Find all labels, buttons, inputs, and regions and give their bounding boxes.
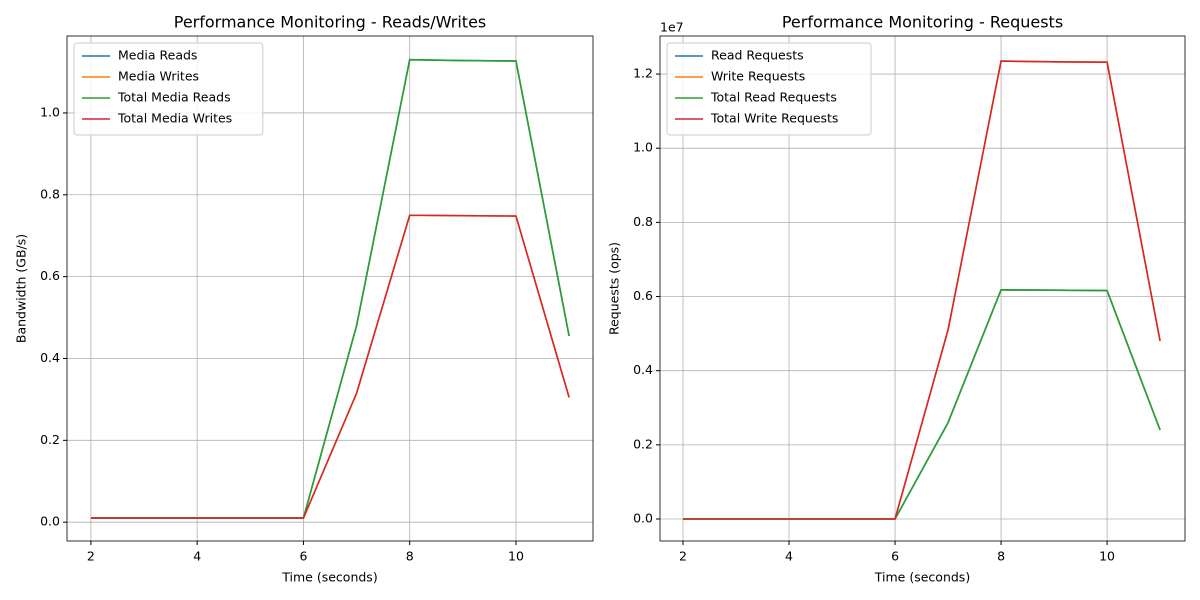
offset-label: 1e7: [660, 20, 684, 35]
series-line: [90, 214, 570, 519]
y-tick-label: 0.6: [633, 288, 653, 303]
x-tick-label: 6: [299, 549, 307, 564]
y-tick-label: 0.2: [633, 436, 653, 451]
x-tick-label: 6: [891, 549, 899, 564]
x-axis-label: Time (seconds): [874, 570, 970, 585]
chart-title: Performance Monitoring - Requests: [782, 13, 1063, 32]
chart: 2 4 6 8 10 0.0 0.2 0.4 0.6 0.8 1.0 1.2 Performance M…: [607, 13, 1186, 585]
legend-label: Media Reads: [118, 48, 197, 63]
x-tick-label: 10: [508, 549, 524, 564]
y-tick-label: 0.4: [633, 362, 653, 377]
y-axis-label: Requests (ops): [607, 242, 622, 335]
y-tick-label: 0.6: [40, 268, 60, 283]
legend-label: Total Media Reads: [117, 90, 231, 105]
y-tick-label: 0.0: [633, 511, 653, 526]
y-tick-label: 0.8: [40, 186, 60, 201]
x-tick-label: 4: [193, 549, 201, 564]
y-tick-label: 1.0: [633, 140, 653, 155]
y-tick-label: 0.2: [40, 432, 60, 447]
legend-box: [666, 42, 872, 136]
x-tick-label: 2: [679, 549, 687, 564]
legend-label: Write Requests: [711, 69, 805, 84]
legend-label: Media Writes: [118, 69, 199, 84]
axes-frame: [66, 35, 594, 542]
y-tick-label: 0.0: [40, 514, 60, 529]
x-tick-label: 2: [87, 549, 95, 564]
y-tick-label: 1.2: [633, 66, 653, 81]
y-tick-label: 1.0: [40, 104, 60, 119]
legend-label: Total Read Requests: [710, 90, 837, 105]
chart-title: Performance Monitoring - Reads/Writes: [174, 13, 487, 32]
series-line: [683, 60, 1161, 520]
x-tick-label: 4: [785, 549, 793, 564]
y-tick-label: 0.4: [40, 350, 60, 365]
legend-box: [73, 42, 264, 136]
y-tick-label: 0.8: [633, 214, 653, 229]
x-tick-label: 10: [1099, 549, 1115, 564]
y-axis-label: Bandwidth (GB/s): [14, 234, 29, 343]
axes-frame: [659, 35, 1186, 542]
chart: 2 4 6 8 10 0.0 0.2 0.4 0.6 0.8 1.0 Performance Moni…: [14, 13, 594, 585]
legend-label: Read Requests: [711, 48, 804, 63]
x-tick-label: 8: [997, 549, 1005, 564]
legend-label: Total Media Writes: [117, 111, 232, 126]
x-tick-label: 8: [406, 549, 414, 564]
x-axis-label: Time (seconds): [281, 570, 377, 585]
legend-label: Total Write Requests: [710, 111, 838, 126]
